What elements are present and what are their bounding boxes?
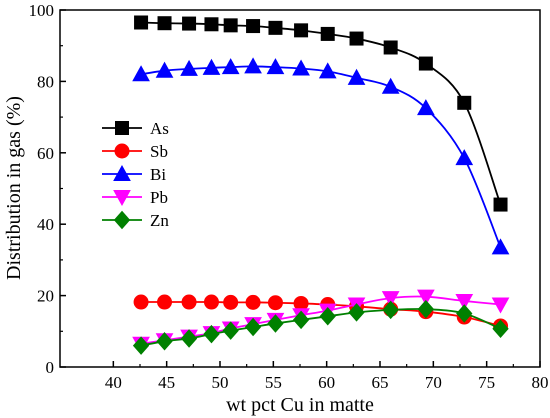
data-point-bi xyxy=(266,58,285,75)
data-point-as xyxy=(457,95,472,110)
data-point-zn xyxy=(456,304,473,323)
data-point-as xyxy=(223,18,238,33)
x-tick-label: 75 xyxy=(478,373,495,392)
legend-item-as: As xyxy=(102,119,169,138)
legend-item-zn: Zn xyxy=(102,210,169,230)
data-point-sb xyxy=(203,294,219,310)
x-tick-label: 60 xyxy=(318,373,335,392)
data-point-as xyxy=(204,17,219,32)
data-point-as xyxy=(294,23,309,38)
data-point-as xyxy=(493,197,508,212)
legend-label: Bi xyxy=(150,165,166,184)
data-point-sb xyxy=(223,294,239,310)
legend-marker xyxy=(114,143,130,159)
legend-marker xyxy=(113,164,131,181)
data-point-zn xyxy=(180,329,198,348)
y-tick-label: 100 xyxy=(29,1,55,20)
x-tick-label: 45 xyxy=(158,373,175,392)
data-point-bi xyxy=(221,58,240,75)
data-point-zn xyxy=(319,307,336,326)
x-axis-label: wt pct Cu in matte xyxy=(226,394,374,416)
legend-marker xyxy=(115,121,129,135)
data-point-pb xyxy=(455,293,474,310)
data-point-zn xyxy=(382,300,399,320)
series-as xyxy=(134,15,508,212)
data-point-bi xyxy=(381,77,400,94)
x-tick-label: 70 xyxy=(425,373,442,392)
legend-label: Pb xyxy=(150,188,168,207)
data-point-zn xyxy=(292,310,310,330)
data-point-sb xyxy=(157,294,173,310)
data-point-as xyxy=(349,31,364,46)
data-point-bi xyxy=(132,65,150,82)
legend-item-bi: Bi xyxy=(102,164,166,184)
data-point-sb xyxy=(267,295,283,311)
series-line-bi xyxy=(140,65,502,248)
data-point-bi xyxy=(155,61,174,78)
series-zn xyxy=(132,299,509,355)
data-point-zn xyxy=(348,303,365,322)
data-point-bi xyxy=(491,238,510,255)
data-point-as xyxy=(383,40,398,55)
series-sb xyxy=(133,294,509,334)
data-point-as xyxy=(157,16,172,31)
data-point-bi xyxy=(347,68,366,85)
y-axis-ticks: 0 20 40 60 80 100 xyxy=(29,1,66,377)
legend-label: Sb xyxy=(150,142,168,161)
data-point-pb xyxy=(417,289,435,306)
data-point-zn xyxy=(203,324,220,344)
data-point-as xyxy=(418,56,433,71)
legend: As Sb Bi Pb Zn xyxy=(102,119,169,230)
data-point-sb xyxy=(133,294,149,310)
legend-item-pb: Pb xyxy=(102,188,168,207)
data-point-bi xyxy=(244,57,262,74)
y-tick-label: 0 xyxy=(46,358,55,377)
legend-marker xyxy=(113,190,131,207)
y-tick-label: 20 xyxy=(37,287,54,306)
data-point-bi xyxy=(180,59,198,76)
y-axis-label: Distribution in gas (%) xyxy=(3,96,25,280)
series-layer xyxy=(132,15,510,355)
data-point-pb xyxy=(491,297,510,314)
legend-marker xyxy=(113,210,131,230)
data-point-sb xyxy=(181,294,197,310)
data-point-zn xyxy=(267,314,284,333)
data-point-as xyxy=(134,15,149,30)
y-tick-label: 40 xyxy=(37,215,54,234)
y-tick-label: 60 xyxy=(37,144,54,163)
x-tick-label: 55 xyxy=(265,373,282,392)
data-point-zn xyxy=(156,332,173,351)
data-point-as xyxy=(182,16,197,31)
series-line-as xyxy=(141,21,502,205)
data-point-bi xyxy=(417,99,435,116)
x-tick-label: 65 xyxy=(372,373,389,392)
series-bi xyxy=(132,57,510,255)
x-tick-label: 80 xyxy=(532,373,549,392)
data-point-bi xyxy=(202,58,221,75)
y-tick-label: 80 xyxy=(37,72,54,91)
data-point-zn xyxy=(222,321,239,340)
legend-item-sb: Sb xyxy=(102,142,168,161)
x-axis-ticks: 40 45 50 55 60 65 70 75 80 xyxy=(105,361,549,392)
legend-label: Zn xyxy=(150,211,169,230)
data-point-bi xyxy=(455,149,474,166)
data-point-bi xyxy=(318,62,337,79)
x-tick-label: 40 xyxy=(105,373,122,392)
data-point-as xyxy=(320,26,335,41)
data-point-bi xyxy=(292,59,310,76)
data-point-zn xyxy=(244,317,262,337)
data-point-zn xyxy=(492,319,509,339)
data-point-as xyxy=(268,20,283,35)
data-point-zn xyxy=(417,299,435,319)
data-point-as xyxy=(246,19,261,34)
legend-label: As xyxy=(150,119,169,138)
data-point-pb xyxy=(381,291,400,308)
data-point-sb xyxy=(245,294,261,310)
data-point-zn xyxy=(132,336,150,355)
x-tick-label: 50 xyxy=(212,373,229,392)
